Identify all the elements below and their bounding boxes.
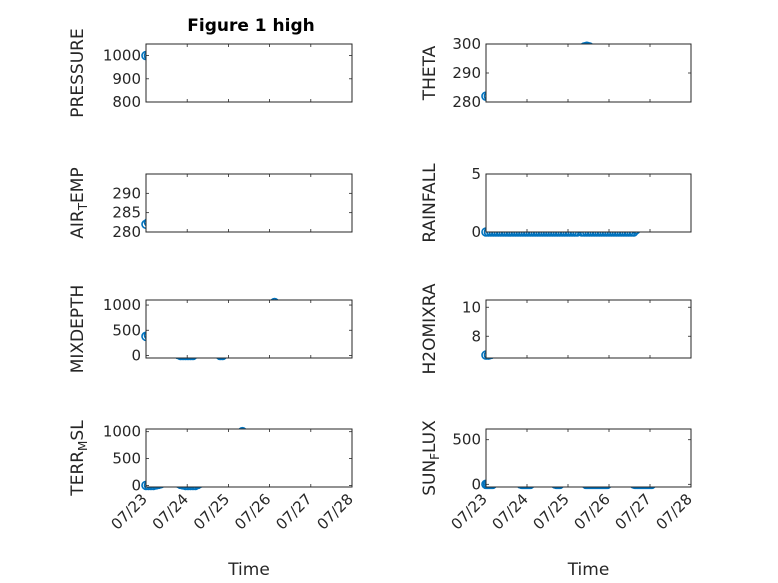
subplot-h2omixra: 8 10 H2OMIXRA bbox=[420, 283, 692, 375]
y-tick-label: 500 bbox=[452, 431, 481, 449]
y-tick-label: 0 bbox=[471, 223, 481, 241]
x-tick-label: 07/26 bbox=[231, 490, 274, 533]
subplot-mixdepth: 0 500 1000 MIXDEPTH bbox=[68, 285, 353, 374]
y-tick-label: 1000 bbox=[103, 47, 141, 65]
axes-frame bbox=[485, 428, 692, 488]
y-tick-label: 280 bbox=[452, 93, 481, 111]
y-axis-label: RAINFALL bbox=[420, 163, 440, 243]
x-tick-label: 07/28 bbox=[653, 490, 696, 533]
x-tick-label: 07/26 bbox=[571, 490, 614, 533]
y-tick-label: 280 bbox=[112, 223, 141, 241]
x-tick-label: 07/25 bbox=[530, 490, 573, 533]
subplot-theta: 280 290 300 THETA bbox=[420, 35, 692, 111]
axes-frame bbox=[145, 428, 353, 488]
y-tick-label: 500 bbox=[112, 321, 141, 339]
y-axis-label: TERRMSL bbox=[68, 420, 90, 497]
y-tick-label: 290 bbox=[112, 184, 141, 202]
x-axis-label: Time bbox=[567, 560, 610, 580]
y-axis-label: THETA bbox=[420, 45, 440, 101]
y-tick-label: 5 bbox=[471, 165, 481, 183]
y-tick-label: 285 bbox=[112, 204, 141, 222]
y-tick-label: 300 bbox=[452, 35, 481, 53]
x-tick-label: 07/27 bbox=[612, 490, 655, 533]
x-tick-label: 07/28 bbox=[314, 490, 357, 533]
y-tick-label: 0 bbox=[131, 476, 141, 494]
y-tick-label: 1000 bbox=[103, 423, 141, 441]
y-tick-label: 1000 bbox=[103, 296, 141, 314]
y-tick-label: 0 bbox=[471, 475, 481, 493]
y-tick-label: 0 bbox=[131, 346, 141, 364]
axes-frame bbox=[145, 173, 353, 233]
axes-frame bbox=[145, 43, 353, 103]
y-tick-label: 290 bbox=[452, 64, 481, 82]
axes-frame bbox=[485, 173, 692, 233]
x-tick-label: 07/23 bbox=[108, 490, 151, 533]
axes-frame bbox=[485, 43, 692, 103]
x-tick-label: 07/24 bbox=[489, 490, 532, 533]
y-tick-label: 900 bbox=[112, 70, 141, 88]
y-tick-label: 500 bbox=[112, 450, 141, 468]
x-tick-label: 07/24 bbox=[149, 490, 192, 533]
y-axis-label: AIRTEMP bbox=[68, 167, 90, 238]
y-axis-label: SUNFLUX bbox=[420, 420, 442, 496]
figure-title: Figure 1 high bbox=[187, 16, 315, 36]
x-tick-label: 07/27 bbox=[272, 490, 315, 533]
subplot-pressure: 800 900 1000 PRESSURE bbox=[68, 28, 353, 118]
x-tick-label: 07/23 bbox=[448, 490, 491, 533]
x-tick-label: 07/25 bbox=[190, 490, 233, 533]
y-axis-label: MIXDEPTH bbox=[68, 285, 88, 374]
y-tick-label: 8 bbox=[471, 327, 481, 345]
y-axis-label: PRESSURE bbox=[68, 28, 88, 117]
axes-frame bbox=[145, 299, 353, 359]
subplot-rainfall: 0 5 RAINFALL bbox=[420, 163, 692, 243]
y-axis-label: H2OMIXRA bbox=[420, 283, 440, 374]
y-tick-label: 10 bbox=[462, 298, 481, 316]
x-axis-label: Time bbox=[227, 560, 270, 580]
y-tick-label: 800 bbox=[112, 93, 141, 111]
axes-frame bbox=[485, 299, 692, 359]
